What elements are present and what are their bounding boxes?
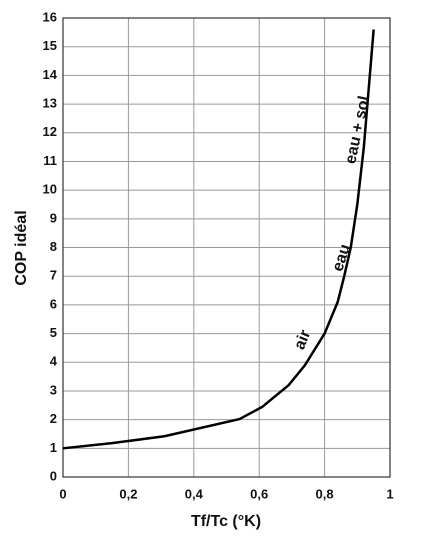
x-axis-title: Tf/Tc (°K) <box>191 513 261 530</box>
x-tick-label: 0,2 <box>119 486 137 501</box>
x-tick-label: 0,8 <box>316 486 334 501</box>
y-tick-label: 11 <box>43 153 57 168</box>
x-tick-label: 0,4 <box>185 486 204 501</box>
y-tick-label: 8 <box>50 239 57 254</box>
y-tick-label: 16 <box>43 9 57 24</box>
y-tick-label: 0 <box>50 468 57 483</box>
curve <box>62 29 375 450</box>
y-tick-label: 1 <box>50 440 57 455</box>
y-tick-label: 14 <box>43 67 58 82</box>
x-tick-label: 1 <box>386 486 393 501</box>
y-tick-label: 9 <box>50 210 57 225</box>
y-tick-label: 10 <box>43 182 57 197</box>
x-tick-label: 0,6 <box>250 486 268 501</box>
y-tick-label: 7 <box>50 268 57 283</box>
annotation: air <box>291 328 314 353</box>
y-tick-label: 13 <box>43 96 57 111</box>
y-tick-label: 15 <box>43 38 57 53</box>
y-tick-label: 12 <box>43 124 57 139</box>
y-tick-label: 2 <box>50 411 57 426</box>
annotation: eau + sol <box>342 94 373 165</box>
x-tick-label: 0 <box>59 486 66 501</box>
y-axis-title: COP idéal <box>13 210 30 285</box>
plot-frame <box>62 17 391 478</box>
y-tick-label: 5 <box>50 325 57 340</box>
annotation: eau <box>329 242 354 273</box>
y-tick-label: 3 <box>50 382 57 397</box>
y-tick-label: 6 <box>50 296 57 311</box>
y-tick-label: 4 <box>50 354 58 369</box>
